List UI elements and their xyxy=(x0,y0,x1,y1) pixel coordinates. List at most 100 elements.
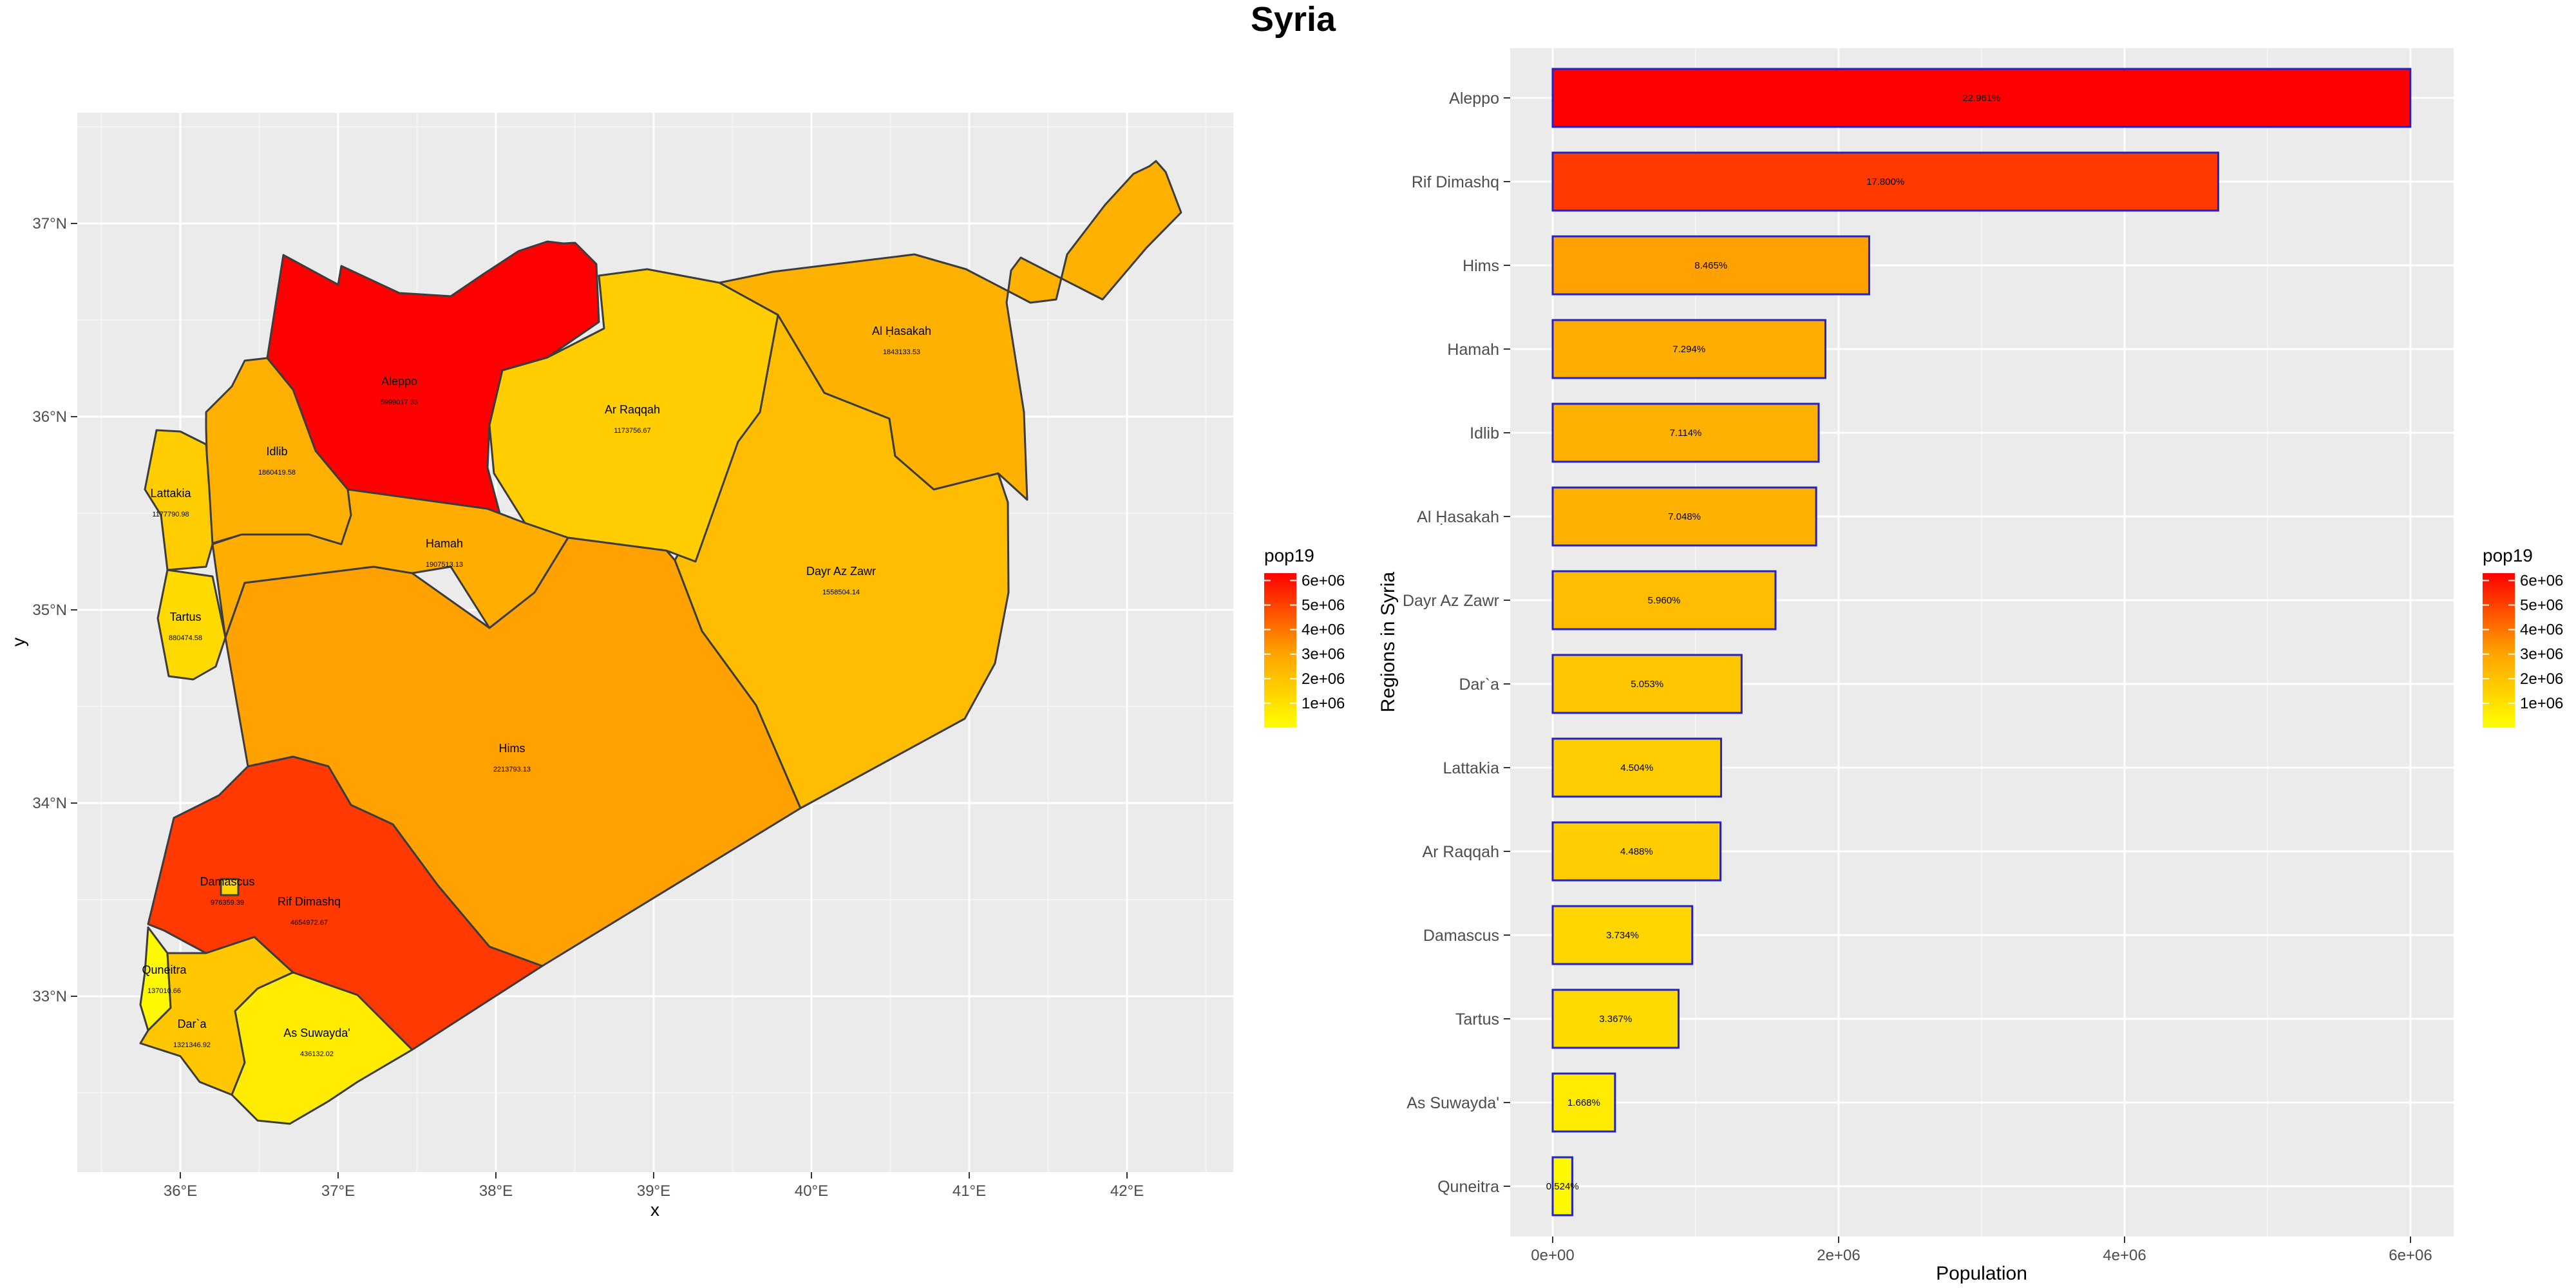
bar-value-label: 1.668% xyxy=(1567,1097,1600,1108)
legend-label: 5e+06 xyxy=(2520,597,2563,614)
map-region-value-idlib: 1860419.58 xyxy=(258,469,296,477)
legend-label: 4e+06 xyxy=(1302,621,1345,639)
map-region-value-tartus: 880474.58 xyxy=(169,634,202,642)
map-panel: Aleppo 5999017.33 Ar Raqqah 1173756.67 Al Ḥa… xyxy=(8,113,1233,1220)
bar-value-label: 3.367% xyxy=(1599,1014,1632,1025)
bar-category-label: Idlib xyxy=(1470,424,1499,442)
map-region-labels: Aleppo 5999017.33 Ar Raqqah 1173756.67 Al Ḥa… xyxy=(142,325,931,1058)
bar-panel: 22.961% 17.800% 8.465% 7.294% 7.114% 7.048% 5.… xyxy=(1378,48,2454,1284)
bar-value-label: 4.488% xyxy=(1620,846,1653,857)
map-x-tick-label: 36°E xyxy=(164,1182,197,1200)
map-region-value-al-h-asakah: 1843133.53 xyxy=(883,348,920,356)
map-region-name-lattakia: Lattakia xyxy=(150,487,191,500)
map-region-value-dayr-az-zawr: 1558504.14 xyxy=(822,589,860,596)
bar-value-label: 3.734% xyxy=(1606,930,1639,941)
bar-value-label: 22.961% xyxy=(1962,93,2000,104)
map-y-tick-label: 36°N xyxy=(32,408,67,426)
map-x-tick-label: 38°E xyxy=(479,1182,513,1200)
region-tartus xyxy=(156,569,227,681)
bar-category-label: Lattakia xyxy=(1443,759,1499,777)
legend-label: 2e+06 xyxy=(2520,670,2563,688)
bar-dar-a xyxy=(1551,654,1743,714)
bar-damascus xyxy=(1551,905,1694,965)
bar-value-label: 0.524% xyxy=(1546,1181,1579,1192)
map-region-value-lattakia: 1177790.98 xyxy=(152,511,189,518)
bar-x-tick-label: 0e+00 xyxy=(1531,1247,1574,1264)
figure-title: Syria xyxy=(1251,0,1336,39)
bar-category-label: Rif Dimashq xyxy=(1412,173,1499,191)
map-region-name-hims: Hims xyxy=(499,742,526,755)
map-region-name-al-h-asakah: Al Ḥasakah xyxy=(872,325,931,337)
region-lattakia xyxy=(144,429,214,571)
map-x-tick-label: 41°E xyxy=(952,1182,986,1200)
bar-category-label: As Suwayda' xyxy=(1406,1094,1499,1112)
map-legend: pop19 6e+06 5e+06 4e+06 3e+06 2e+06 1e+06 xyxy=(1264,545,1345,728)
bar-value-label: 4.504% xyxy=(1620,762,1653,773)
map-y-tick-label: 37°N xyxy=(32,215,67,232)
map-region-name-tartus: Tartus xyxy=(169,611,201,623)
bar-x-tick-label: 6e+06 xyxy=(2389,1247,2432,1264)
region-idlib xyxy=(205,357,352,545)
bar-quneitra xyxy=(1551,1156,1573,1217)
map-y-tick-label: 35°N xyxy=(32,601,67,619)
legend-label: 4e+06 xyxy=(2520,621,2563,639)
map-region-value-dar-a: 1321346.92 xyxy=(173,1041,211,1049)
map-x-tick-label: 37°E xyxy=(321,1182,355,1200)
map-region-name-idlib: Idlib xyxy=(266,445,287,458)
bar-tartus xyxy=(1551,989,1680,1049)
map-region-value-as-suwayda: 436132.02 xyxy=(300,1050,334,1058)
bar-value-label: 7.048% xyxy=(1668,511,1701,522)
bar-aleppo xyxy=(1551,68,2412,128)
map-y-tick-label: 34°N xyxy=(32,795,67,812)
map-region-value-rif-dimashq: 4654972.67 xyxy=(290,919,328,927)
bar-hims xyxy=(1551,235,1870,296)
map-regions xyxy=(139,160,1182,1125)
bar-ar-raqqah xyxy=(1551,821,1722,882)
bar-al-h-asakah xyxy=(1551,486,1817,547)
map-x-tick-label: 42°E xyxy=(1110,1182,1144,1200)
bar-category-label: Al Ḥasakah xyxy=(1417,508,1499,526)
bar-value-label: 5.053% xyxy=(1631,679,1663,690)
map-region-value-hamah: 1907513.13 xyxy=(426,561,463,569)
bar-x-tick-label: 4e+06 xyxy=(2103,1247,2146,1264)
legend-label: 1e+06 xyxy=(2520,695,2563,712)
legend-colorbar xyxy=(1264,573,1296,728)
map-y-tick-label: 33°N xyxy=(32,988,67,1005)
bar-hamah xyxy=(1551,319,1826,379)
bar-category-label: Dar`a xyxy=(1459,676,1499,694)
bar-y-axis-label: Regions in Syria xyxy=(1378,571,1399,712)
bar-legend: pop19 6e+06 5e+06 4e+06 3e+06 2e+06 1e+06 xyxy=(2483,545,2563,728)
legend-label: 3e+06 xyxy=(1302,646,1345,663)
legend-label: 5e+06 xyxy=(1302,597,1345,614)
map-region-name-aleppo: Aleppo xyxy=(381,375,417,388)
map-x-tick-label: 40°E xyxy=(795,1182,828,1200)
bar-value-label: 17.800% xyxy=(1866,176,1904,187)
legend-colorbar xyxy=(2483,573,2515,728)
map-region-name-hamah: Hamah xyxy=(426,537,463,550)
map-y-axis-ticks: 37°N 36°N 35°N 34°N 33°N xyxy=(32,215,77,1005)
map-region-name-quneitra: Quneitra xyxy=(142,963,187,976)
bar-category-label: Dayr Az Zawr xyxy=(1403,592,1499,610)
bar-x-tick-label: 2e+06 xyxy=(1817,1247,1860,1264)
legend-title: pop19 xyxy=(2483,545,2533,565)
legend-label: 6e+06 xyxy=(1302,572,1345,589)
map-region-value-aleppo: 5999017.33 xyxy=(381,399,418,406)
legend-label: 6e+06 xyxy=(2520,572,2563,589)
bar-idlib xyxy=(1551,402,1820,463)
bar-category-label: Hims xyxy=(1463,257,1499,275)
bar-category-label: Hamah xyxy=(1447,341,1499,359)
legend-label: 2e+06 xyxy=(1302,670,1345,688)
bar-value-label: 7.114% xyxy=(1670,428,1702,439)
bar-bars: 22.961% 17.800% 8.465% 7.294% 7.114% 7.048% 5.… xyxy=(1546,68,2412,1217)
map-x-axis-ticks: 36°E 37°E 38°E 39°E 40°E 41°E 42°E xyxy=(164,1172,1144,1200)
map-region-name-dayr-az-zawr: Dayr Az Zawr xyxy=(806,565,876,578)
map-region-value-ar-raqqah: 1173756.67 xyxy=(614,427,650,435)
map-region-name-as-suwayda: As Suwayda' xyxy=(283,1027,350,1039)
bar-value-label: 7.294% xyxy=(1672,344,1705,355)
bar-value-label: 8.465% xyxy=(1694,260,1727,271)
map-region-value-hims: 2213793.13 xyxy=(493,766,531,773)
legend-title: pop19 xyxy=(1264,545,1314,565)
map-region-name-dar-a: Dar`a xyxy=(177,1018,207,1030)
bar-category-label: Tartus xyxy=(1455,1010,1499,1028)
bar-dayr-az-zawr xyxy=(1551,570,1777,630)
